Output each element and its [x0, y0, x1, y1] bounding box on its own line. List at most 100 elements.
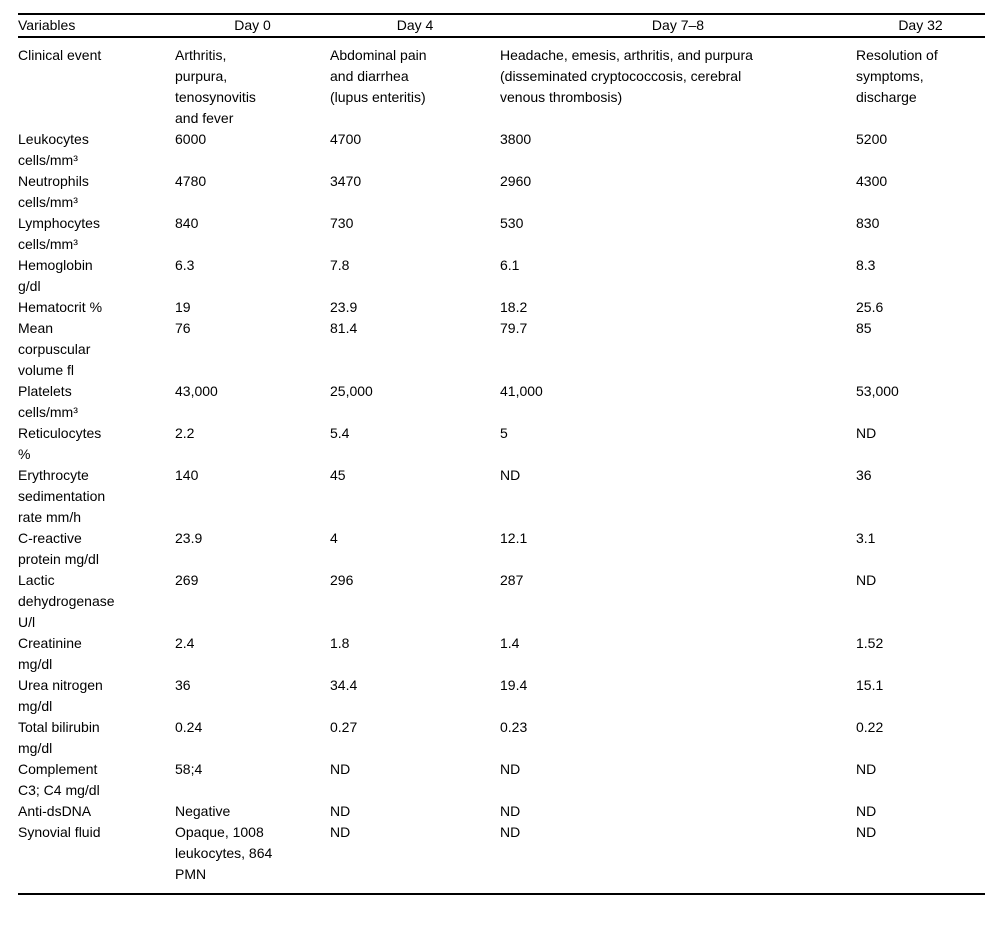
cell-day32: 3.1: [856, 530, 876, 546]
table-row-c-reactive-protein: C-reactive protein mg/dl 23.9 4 12.1 3.1: [18, 528, 985, 570]
cell-day0: 19: [175, 299, 191, 315]
row-variable: Reticulocytes %: [18, 425, 102, 462]
cell-day4: 0.27: [330, 719, 358, 735]
col-header-day7-8: Day 7–8: [500, 14, 856, 38]
cell-day32: 1.52: [856, 635, 884, 651]
cell-day7-8: 19.4: [500, 677, 528, 693]
cell-day4: 7.8: [330, 257, 350, 273]
cell-day32: 85: [856, 320, 872, 336]
table-row-anti-dsdna: Anti-dsDNA Negative ND ND ND: [18, 801, 985, 822]
cell-day4: 81.4: [330, 320, 358, 336]
cell-day4: Abdominal pain and diarrhea (lupus enter…: [330, 47, 427, 105]
row-variable: Platelets cells/mm³: [18, 383, 78, 420]
cell-day7-8: 0.23: [500, 719, 528, 735]
cell-day4: 34.4: [330, 677, 358, 693]
cell-day32: 15.1: [856, 677, 884, 693]
cell-day7-8: 1.4: [500, 635, 520, 651]
table-row-total-bilirubin: Total bilirubin mg/dl 0.24 0.27 0.23 0.2…: [18, 717, 985, 759]
row-variable: Erythrocyte sedimentation rate mm/h: [18, 467, 106, 525]
cell-day0: Opaque, 1008 leukocytes, 864 PMN: [175, 824, 273, 882]
cell-day0: 2.2: [175, 425, 195, 441]
cell-day4: 3470: [330, 173, 362, 189]
cell-day0: 4780: [175, 173, 207, 189]
cell-day7-8: ND: [500, 467, 521, 483]
cell-day32: 4300: [856, 173, 888, 189]
cell-day0: 2.4: [175, 635, 195, 651]
row-variable: Urea nitrogen mg/dl: [18, 677, 103, 714]
cell-day4: 1.8: [330, 635, 350, 651]
cell-day32: ND: [856, 803, 877, 819]
cell-day7-8: 5: [500, 425, 508, 441]
cell-day32: Resolution of symptoms, discharge: [856, 47, 938, 105]
table-row-lactic-dehydrogenase: Lactic dehydrogenase U/l 269 296 287 ND: [18, 570, 985, 633]
cell-day32: ND: [856, 425, 877, 441]
cell-day7-8: ND: [500, 761, 521, 777]
header-row: Variables Day 0 Day 4 Day 7–8 Day 32: [18, 14, 985, 38]
cell-day7-8: 287: [500, 572, 524, 588]
table-row-lymphocytes: Lymphocytes cells/mm³ 840 730 530 830: [18, 213, 985, 255]
table-row-leukocytes: Leukocytes cells/mm³ 6000 4700 3800 5200: [18, 129, 985, 171]
clinical-lab-results-table: Variables Day 0 Day 4 Day 7–8 Day 32 Cli…: [18, 13, 985, 895]
cell-day4: 296: [330, 572, 354, 588]
row-variable: Creatinine mg/dl: [18, 635, 82, 672]
col-header-variables: Variables: [18, 14, 175, 38]
table-row-urea-nitrogen: Urea nitrogen mg/dl 36 34.4 19.4 15.1: [18, 675, 985, 717]
table-row-synovial-fluid: Synovial fluid Opaque, 1008 leukocytes, …: [18, 822, 985, 894]
cell-day0: 23.9: [175, 530, 203, 546]
cell-day32: 36: [856, 467, 872, 483]
row-variable: Leukocytes cells/mm³: [18, 131, 89, 168]
row-variable: Lactic dehydrogenase U/l: [18, 572, 115, 630]
cell-day7-8: ND: [500, 803, 521, 819]
cell-day4: 25,000: [330, 383, 373, 399]
cell-day0: 36: [175, 677, 191, 693]
row-variable: Anti-dsDNA: [18, 803, 92, 819]
cell-day32: ND: [856, 824, 877, 840]
table-row-reticulocytes: Reticulocytes % 2.2 5.4 5 ND: [18, 423, 985, 465]
col-header-day0: Day 0: [175, 14, 330, 38]
cell-day0: Arthritis, purpura, tenosynovitis and fe…: [175, 47, 256, 126]
row-variable: Complement C3; C4 mg/dl: [18, 761, 100, 798]
cell-day0: 6.3: [175, 257, 195, 273]
cell-day4: ND: [330, 761, 351, 777]
cell-day32: ND: [856, 761, 877, 777]
cell-day4: ND: [330, 824, 351, 840]
cell-day0: 6000: [175, 131, 207, 147]
cell-day7-8: 79.7: [500, 320, 528, 336]
cell-day7-8: 2960: [500, 173, 532, 189]
cell-day7-8: ND: [500, 824, 521, 840]
table-row-neutrophils: Neutrophils cells/mm³ 4780 3470 2960 430…: [18, 171, 985, 213]
cell-day4: 730: [330, 215, 354, 231]
row-variable: Mean corpuscular volume fl: [18, 320, 91, 378]
cell-day4: 5.4: [330, 425, 350, 441]
cell-day0: 43,000: [175, 383, 218, 399]
row-variable: Lymphocytes cells/mm³: [18, 215, 100, 252]
table-row-hemoglobin: Hemoglobin g/dl 6.3 7.8 6.1 8.3: [18, 255, 985, 297]
cell-day4: 23.9: [330, 299, 358, 315]
cell-day7-8: 6.1: [500, 257, 520, 273]
cell-day7-8: 12.1: [500, 530, 528, 546]
cell-day0: 140: [175, 467, 199, 483]
row-variable: Neutrophils cells/mm³: [18, 173, 89, 210]
col-header-day32: Day 32: [856, 14, 985, 38]
row-variable: Total bilirubin mg/dl: [18, 719, 100, 756]
cell-day0: 76: [175, 320, 191, 336]
table-row-esr: Erythrocyte sedimentation rate mm/h 140 …: [18, 465, 985, 528]
cell-day32: 53,000: [856, 383, 899, 399]
cell-day7-8: 41,000: [500, 383, 543, 399]
cell-day4: 4: [330, 530, 338, 546]
cell-day32: 5200: [856, 131, 888, 147]
col-header-day4: Day 4: [330, 14, 500, 38]
cell-day7-8: 18.2: [500, 299, 528, 315]
cell-day0: 269: [175, 572, 199, 588]
cell-day7-8: 3800: [500, 131, 532, 147]
cell-day4: 45: [330, 467, 346, 483]
cell-day32: 25.6: [856, 299, 884, 315]
cell-day0: 58;4: [175, 761, 203, 777]
cell-day7-8: 530: [500, 215, 524, 231]
cell-day0: 840: [175, 215, 199, 231]
cell-day4: ND: [330, 803, 351, 819]
table-row-hematocrit: Hematocrit % 19 23.9 18.2 25.6: [18, 297, 985, 318]
cell-day32: ND: [856, 572, 877, 588]
row-variable: Synovial fluid: [18, 824, 101, 840]
